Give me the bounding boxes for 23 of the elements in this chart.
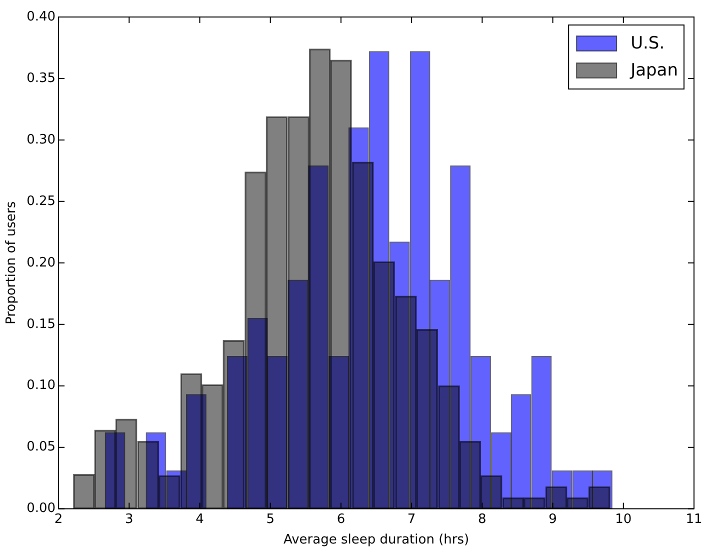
x-tick-label: 2: [54, 512, 63, 527]
y-tick-label: 0.05: [26, 440, 56, 455]
x-tick-label: 5: [266, 512, 275, 527]
x-tick-label: 10: [615, 512, 632, 527]
y-tick-label: 0.15: [26, 316, 56, 332]
y-axis-title: Proportion of users: [4, 201, 20, 324]
x-tick-label: 6: [336, 512, 346, 527]
y-tick-label: 0.10: [26, 378, 56, 394]
y-tick-label: 0.20: [26, 255, 56, 270]
x-tick-label: 9: [548, 512, 557, 527]
x-tick-label: 8: [478, 512, 486, 527]
y-tick-label: 0.30: [26, 132, 56, 148]
y-tick-label: 0.40: [26, 9, 56, 24]
x-tick-label: 3: [125, 512, 134, 527]
x-axis-title: Average sleep duration (hrs): [283, 532, 470, 548]
x-tick-label: 7: [407, 512, 416, 527]
y-tick-label: 0.25: [26, 194, 56, 209]
y-tick-label: 0.35: [26, 70, 56, 86]
x-tick-label: 11: [686, 512, 702, 527]
y-tick-label: 0.00: [26, 501, 56, 516]
x-tick-label: 4: [196, 512, 204, 527]
legend-label: Japan: [630, 60, 678, 80]
legend-label: U.S.: [630, 33, 665, 54]
